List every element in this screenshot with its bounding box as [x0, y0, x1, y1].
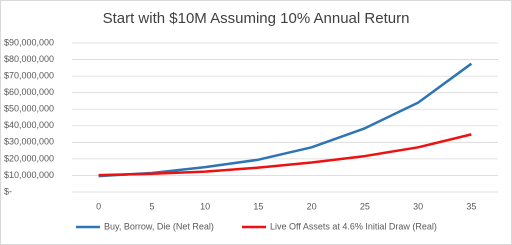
- y-tick-label: $-: [4, 186, 12, 196]
- x-tick-label: 30: [413, 201, 423, 211]
- legend-label: Live Off Assets at 4.6% Initial Draw (Re…: [270, 221, 437, 231]
- x-tick-label: 0: [96, 201, 101, 211]
- y-tick-label: $70,000,000: [4, 70, 54, 80]
- x-tick-label: 35: [466, 201, 476, 211]
- y-tick-label: $90,000,000: [4, 37, 54, 47]
- x-tick-label: 15: [253, 201, 263, 211]
- y-tick-label: $60,000,000: [4, 87, 54, 97]
- y-tick-label: $10,000,000: [4, 170, 54, 180]
- series-line: [98, 62, 473, 178]
- x-tick-label: 20: [307, 201, 317, 211]
- y-tick-label: $50,000,000: [4, 104, 54, 114]
- x-tick-label: 10: [200, 201, 210, 211]
- y-tick-label: $80,000,000: [4, 54, 54, 64]
- y-tick-label: $20,000,000: [4, 153, 54, 163]
- chart-title: Start with $10M Assuming 10% Annual Retu…: [103, 10, 410, 27]
- y-tick-label: $30,000,000: [4, 137, 54, 147]
- series-line: [98, 133, 472, 177]
- y-tick-label: $40,000,000: [4, 120, 54, 130]
- x-tick-label: 5: [149, 201, 154, 211]
- legend-label: Buy, Borrow, Die (Net Real): [104, 221, 214, 231]
- x-tick-label: 25: [360, 201, 370, 211]
